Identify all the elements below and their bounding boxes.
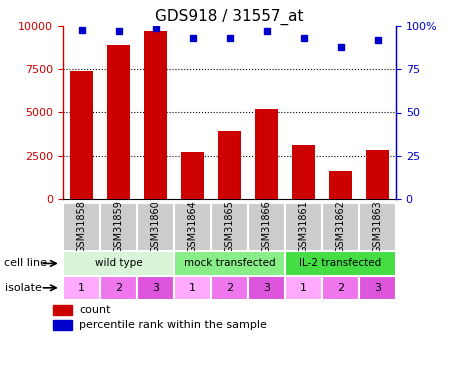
Text: isolate: isolate — [4, 283, 41, 293]
Text: GSM31862: GSM31862 — [336, 200, 346, 254]
Bar — [63, 251, 174, 276]
Bar — [211, 202, 248, 251]
Bar — [144, 32, 166, 199]
Bar — [256, 109, 278, 199]
Text: GSM31861: GSM31861 — [298, 201, 309, 253]
Text: mock transfected: mock transfected — [184, 258, 275, 268]
Bar — [100, 202, 137, 251]
Text: GSM31858: GSM31858 — [76, 200, 86, 254]
Title: GDS918 / 31557_at: GDS918 / 31557_at — [155, 9, 304, 25]
Bar — [292, 145, 315, 199]
Bar — [248, 202, 285, 251]
Text: GSM31866: GSM31866 — [261, 201, 271, 253]
Bar — [137, 202, 174, 251]
Bar — [70, 71, 93, 199]
Bar — [53, 320, 72, 330]
Bar — [248, 276, 285, 300]
Bar — [218, 132, 241, 199]
Text: GSM31859: GSM31859 — [113, 200, 123, 254]
Text: percentile rank within the sample: percentile rank within the sample — [79, 320, 267, 330]
Bar — [100, 276, 137, 300]
Bar — [53, 305, 72, 315]
Text: 1: 1 — [189, 283, 196, 293]
Bar — [174, 202, 211, 251]
Bar — [108, 45, 130, 199]
Text: cell line: cell line — [4, 258, 48, 268]
Text: 1: 1 — [300, 283, 307, 293]
Text: 3: 3 — [374, 283, 381, 293]
Bar — [174, 276, 211, 300]
Bar — [181, 152, 203, 199]
Text: 3: 3 — [152, 283, 159, 293]
Text: GSM31865: GSM31865 — [225, 200, 234, 254]
Bar — [359, 276, 396, 300]
Text: wild type: wild type — [94, 258, 142, 268]
Bar — [63, 202, 100, 251]
Bar — [322, 276, 359, 300]
Text: 2: 2 — [226, 283, 233, 293]
Bar — [174, 251, 285, 276]
Bar — [285, 202, 322, 251]
Text: GSM31863: GSM31863 — [373, 201, 382, 253]
Bar — [322, 202, 359, 251]
Bar — [359, 202, 396, 251]
Bar — [211, 276, 248, 300]
Text: IL-2 transfected: IL-2 transfected — [299, 258, 382, 268]
Text: 1: 1 — [78, 283, 85, 293]
Text: 2: 2 — [337, 283, 344, 293]
Text: 3: 3 — [263, 283, 270, 293]
Bar — [63, 276, 100, 300]
Bar — [137, 276, 174, 300]
Bar — [285, 276, 322, 300]
Bar — [329, 171, 351, 199]
Text: GSM31864: GSM31864 — [188, 201, 198, 253]
Bar — [285, 251, 396, 276]
Text: GSM31860: GSM31860 — [150, 201, 161, 253]
Bar — [366, 150, 389, 199]
Text: count: count — [79, 305, 111, 315]
Text: 2: 2 — [115, 283, 122, 293]
